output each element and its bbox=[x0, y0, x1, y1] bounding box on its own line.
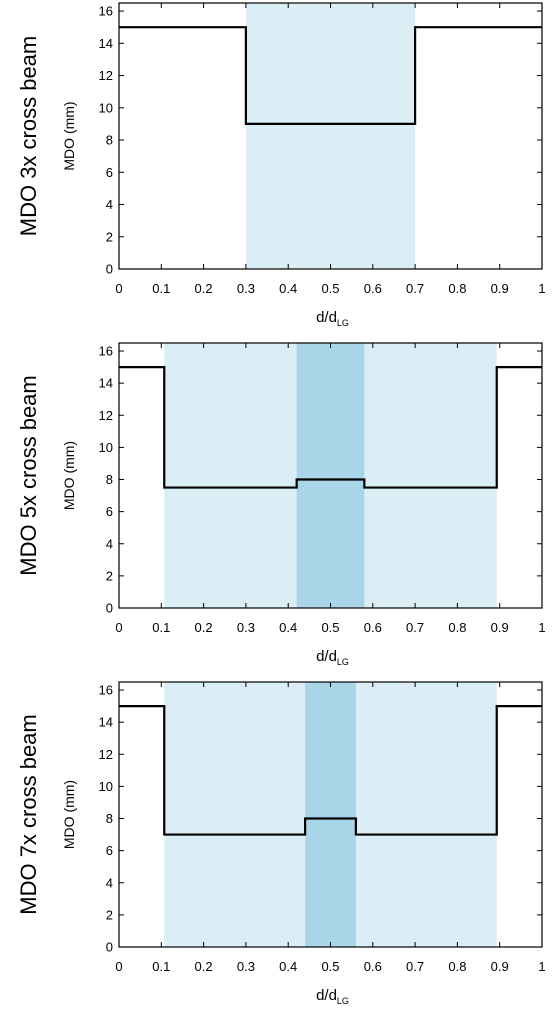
x-tick-label: 0.4 bbox=[279, 620, 297, 635]
y-tick-label: 16 bbox=[99, 344, 113, 359]
mdo-step-line bbox=[119, 704, 542, 836]
x-tick-label: 0.6 bbox=[364, 959, 382, 974]
y-axis-label: MDO (mm) bbox=[61, 780, 77, 849]
x-axis-label-main: d/d bbox=[316, 309, 337, 326]
x-tick-label: 0.7 bbox=[406, 620, 424, 635]
x-tick-label: 0.3 bbox=[237, 959, 255, 974]
x-tick-label: 1 bbox=[538, 959, 545, 974]
x-tick-label: 0.6 bbox=[364, 620, 382, 635]
panel-side-title: MDO 5x cross beam bbox=[16, 375, 41, 576]
x-tick-label: 1 bbox=[538, 281, 545, 296]
x-tick-label: 0.8 bbox=[448, 620, 466, 635]
shaded-region bbox=[296, 343, 365, 608]
mdo-step-line bbox=[119, 365, 542, 489]
x-tick-label: 0 bbox=[115, 281, 122, 296]
x-tick-label: 0.8 bbox=[448, 959, 466, 974]
x-tick-label: 0.8 bbox=[448, 281, 466, 296]
x-tick-label: 0.9 bbox=[491, 281, 509, 296]
mdo-step-line bbox=[119, 26, 542, 126]
x-tick-label: 0.1 bbox=[152, 281, 170, 296]
panel-side-title: MDO 3x cross beam bbox=[16, 36, 41, 237]
x-axis-label-main: d/d bbox=[316, 987, 337, 1004]
x-tick-label: 0 bbox=[115, 620, 122, 635]
y-tick-label: 14 bbox=[99, 715, 113, 730]
chart-panel-2: 0 0.1 0.2 0.3 0.4 0.5 0.6 0.7 0.8 0.9 102468101214… bbox=[16, 342, 546, 667]
y-tick-label: 2 bbox=[106, 229, 113, 244]
panel-side-title: MDO 7x cross beam bbox=[16, 714, 41, 915]
y-tick-label: 12 bbox=[99, 68, 113, 83]
y-tick-label: 12 bbox=[99, 408, 113, 423]
x-tick-label: 1 bbox=[538, 620, 545, 635]
x-tick-label: 0.5 bbox=[321, 281, 339, 296]
x-tick-label: 0.3 bbox=[237, 281, 255, 296]
shaded-region bbox=[305, 682, 356, 947]
y-tick-label: 14 bbox=[99, 36, 113, 51]
y-tick-label: 0 bbox=[106, 940, 113, 955]
y-axis-label: MDO (mm) bbox=[61, 441, 77, 510]
y-tick-label: 6 bbox=[106, 843, 113, 858]
x-tick-label: 0.9 bbox=[491, 959, 509, 974]
y-tick-label: 8 bbox=[106, 811, 113, 826]
y-tick-label: 4 bbox=[106, 875, 113, 890]
x-axis-label-subscript: LG bbox=[337, 318, 349, 328]
y-tick-label: 10 bbox=[99, 440, 113, 455]
y-tick-label: 2 bbox=[106, 568, 113, 583]
x-tick-label: 0.6 bbox=[364, 281, 382, 296]
x-axis-label: d/dLG bbox=[316, 648, 349, 667]
y-tick-label: 2 bbox=[106, 907, 113, 922]
y-tick-label: 16 bbox=[99, 683, 113, 698]
x-tick-label: 0.2 bbox=[195, 620, 213, 635]
x-tick-label: 0.1 bbox=[152, 620, 170, 635]
x-tick-label: 0.4 bbox=[279, 959, 297, 974]
y-tick-label: 0 bbox=[106, 262, 113, 277]
y-tick-label: 4 bbox=[106, 197, 113, 212]
y-tick-label: 6 bbox=[106, 504, 113, 519]
x-tick-label: 0.7 bbox=[406, 959, 424, 974]
x-tick-label: 0.5 bbox=[321, 959, 339, 974]
x-axis-label-main: d/d bbox=[316, 648, 337, 665]
y-tick-label: 0 bbox=[106, 601, 113, 616]
y-tick-label: 8 bbox=[106, 472, 113, 487]
x-tick-label: 0.2 bbox=[195, 281, 213, 296]
y-tick-label: 14 bbox=[99, 376, 113, 391]
x-tick-label: 0.7 bbox=[406, 281, 424, 296]
x-tick-label: 0.2 bbox=[195, 959, 213, 974]
y-tick-label: 6 bbox=[106, 165, 113, 180]
y-tick-label: 10 bbox=[99, 100, 113, 115]
x-tick-label: 0.5 bbox=[321, 620, 339, 635]
y-tick-label: 12 bbox=[99, 747, 113, 762]
x-tick-label: 0.4 bbox=[279, 281, 297, 296]
chart-panel-3: 0 0.1 0.2 0.3 0.4 0.5 0.6 0.7 0.8 0.9 102468101214… bbox=[16, 681, 546, 1006]
x-axis-label-subscript: LG bbox=[337, 657, 349, 667]
x-tick-label: 0.3 bbox=[237, 620, 255, 635]
y-tick-label: 10 bbox=[99, 779, 113, 794]
x-tick-label: 0.1 bbox=[152, 959, 170, 974]
y-tick-label: 8 bbox=[106, 133, 113, 148]
shaded-region bbox=[245, 3, 416, 269]
x-tick-label: 0.9 bbox=[491, 620, 509, 635]
x-axis-label: d/dLG bbox=[316, 309, 349, 328]
x-axis-label-subscript: LG bbox=[337, 996, 349, 1006]
y-axis-label: MDO (mm) bbox=[61, 101, 77, 170]
y-tick-label: 4 bbox=[106, 536, 113, 551]
chart-panel-1: 0 0.1 0.2 0.3 0.4 0.5 0.6 0.7 0.8 0.9 102468101214… bbox=[16, 2, 546, 328]
x-tick-label: 0 bbox=[115, 959, 122, 974]
y-tick-label: 16 bbox=[99, 4, 113, 19]
x-axis-label: d/dLG bbox=[316, 987, 349, 1006]
